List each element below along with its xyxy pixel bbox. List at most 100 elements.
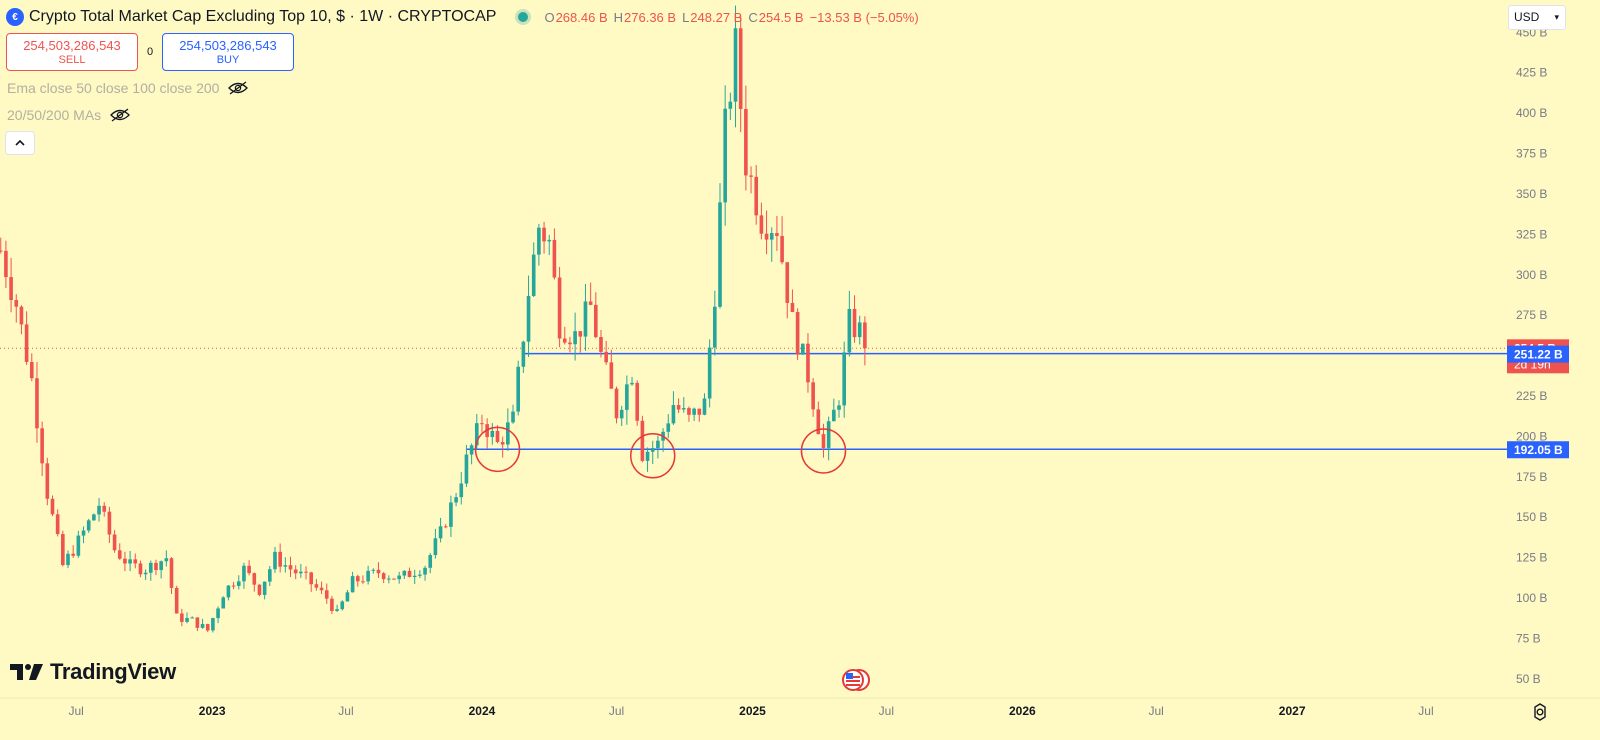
market-status-icon — [518, 12, 529, 22]
candle-body — [780, 235, 784, 263]
candle-body — [599, 337, 603, 352]
time-axis-tick: 2023 — [199, 704, 226, 718]
candle-body — [775, 233, 779, 236]
candle-body — [604, 351, 608, 363]
candle-body — [583, 301, 588, 337]
candle-body — [433, 538, 438, 556]
candle-body — [309, 572, 314, 585]
candle-body — [806, 343, 810, 383]
collapse-indicators-button[interactable] — [5, 131, 35, 155]
candle-body — [847, 308, 852, 353]
buy-button[interactable]: 254,503,286,543 BUY — [162, 33, 294, 71]
change-value: −13.53 B (−5.05%) — [809, 9, 919, 25]
candle-body — [588, 301, 593, 305]
candle-body — [614, 388, 619, 419]
tradingview-logo[interactable]: TradingView — [10, 659, 176, 685]
candle-body — [190, 617, 195, 619]
eye-hidden-icon[interactable] — [227, 81, 249, 95]
candle-body — [800, 343, 805, 355]
candle-body — [185, 618, 189, 622]
candle-body — [826, 421, 831, 448]
candle-body — [55, 514, 60, 535]
candle-body — [702, 398, 707, 415]
sell-button[interactable]: 254,503,286,543 SELL — [6, 33, 138, 71]
candle-body — [764, 233, 769, 240]
low-value: 248.27 B — [690, 9, 743, 25]
candle-body — [857, 322, 862, 338]
candle-body — [593, 304, 598, 338]
candle-body — [273, 551, 277, 570]
candle-body — [474, 423, 479, 446]
time-axis-tick: Jul — [879, 704, 894, 718]
candle-body — [531, 254, 536, 296]
candle-body — [568, 342, 572, 345]
eye-hidden-icon[interactable] — [109, 108, 131, 122]
candle-body — [609, 362, 614, 389]
candle-body — [102, 505, 107, 512]
candle-body — [128, 559, 132, 564]
candle-body — [159, 561, 163, 571]
candle-body — [423, 567, 427, 575]
price-axis-tick: 75 B — [1516, 631, 1541, 645]
price-label-text: 192.05 B — [1514, 443, 1563, 457]
settings-gear-icon[interactable] — [1530, 702, 1550, 722]
symbol-logo-icon: € — [6, 8, 24, 26]
candle-body — [795, 311, 800, 355]
candle-body — [723, 108, 727, 203]
candle-body — [785, 262, 790, 303]
candle-body — [728, 101, 733, 109]
circled-low-marker[interactable] — [800, 428, 847, 474]
candle-body — [29, 362, 34, 379]
candle-body — [154, 562, 158, 571]
candle-body — [438, 526, 443, 539]
candle-body — [81, 530, 86, 536]
circled-low-marker[interactable] — [474, 426, 521, 473]
high-value: 276.36 B — [624, 9, 677, 25]
candle-body — [112, 534, 117, 551]
candle-body — [123, 558, 127, 564]
candle-body — [9, 277, 13, 301]
candle-body — [200, 624, 205, 628]
symbol-title[interactable]: Crypto Total Market Cap Excluding Top 10… — [29, 8, 497, 25]
candle-body — [19, 306, 24, 325]
tradingview-wordmark: TradingView — [50, 659, 176, 684]
candle-body — [335, 609, 339, 611]
candle-body — [619, 409, 624, 419]
chevron-up-icon — [15, 139, 25, 146]
candle-body — [143, 572, 148, 575]
circled-low-marker[interactable] — [629, 433, 676, 479]
indicator-ema[interactable]: Ema close 50 close 100 close 200 — [7, 80, 249, 96]
economic-event-flag-icon[interactable] — [842, 668, 870, 692]
candle-body — [754, 176, 759, 216]
candle-body — [211, 618, 215, 631]
candle-body — [330, 598, 334, 611]
candle-body — [268, 569, 272, 582]
price-axis-tick: 425 B — [1516, 66, 1547, 80]
candle-body — [283, 565, 288, 567]
high-label: H — [613, 9, 624, 25]
price-axis-tick: 125 B — [1516, 551, 1547, 565]
candle-body — [205, 624, 210, 631]
candle-body — [371, 569, 376, 571]
indicator-mas[interactable]: 20/50/200 MAs — [7, 107, 131, 123]
open-value: 268.46 B — [555, 9, 608, 25]
sell-label: SELL — [58, 54, 86, 66]
candle-body — [469, 445, 474, 455]
price-label-box — [1507, 345, 1569, 363]
indicator-ema-label: Ema close 50 close 100 close 200 — [7, 80, 220, 96]
candle-body — [397, 575, 401, 580]
candle-body — [304, 571, 308, 573]
price-axis-tick: 200 B — [1516, 429, 1547, 443]
candle-body — [412, 575, 417, 578]
price-axis-tick: 275 B — [1516, 308, 1547, 322]
price-axis-tick: 100 B — [1516, 591, 1547, 605]
close-label: C — [748, 9, 758, 25]
candle-body — [542, 227, 546, 242]
candle-body — [552, 239, 557, 278]
candle-body — [454, 497, 458, 503]
candle-body — [537, 227, 541, 255]
currency-select[interactable]: USD ▾ — [1508, 5, 1566, 30]
candle-body — [495, 430, 500, 443]
candle-body — [293, 569, 298, 574]
